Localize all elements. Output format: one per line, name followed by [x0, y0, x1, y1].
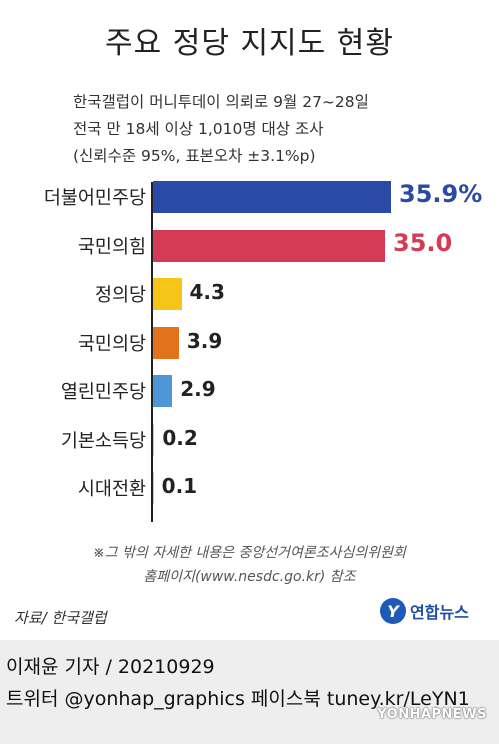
- category-label: 국민의당: [77, 333, 146, 355]
- source-label: 자료/ 한국갤럽: [14, 609, 107, 627]
- bar: [153, 181, 391, 213]
- y-axis-line: [151, 182, 153, 522]
- footer: [0, 640, 499, 744]
- watermark: YONHAPNEWS: [377, 707, 487, 722]
- subtitle-line-2: 전국 만 18세 이상 1,010명 대상 조사: [73, 120, 324, 138]
- category-label: 정의당: [94, 285, 146, 306]
- bar: [153, 472, 154, 504]
- subtitle-line-3: (신뢰수준 95%, 표본오차 ±3.1%p): [73, 147, 316, 165]
- value-label: 4.3: [189, 280, 225, 304]
- bar: [153, 229, 386, 262]
- yonhap-logo-icon: Y: [380, 598, 406, 624]
- category-label: 열린민주당: [60, 382, 146, 403]
- yonhap-logo: Y 연합뉴스: [380, 598, 469, 624]
- value-label: 35.0: [393, 228, 453, 257]
- value-label: 2.9: [180, 377, 216, 401]
- bar: [153, 326, 179, 359]
- value-label: 35.9%: [399, 180, 483, 208]
- value-label: 0.1: [161, 474, 198, 498]
- note-line-1: ※그 밖의 자세한 내용은 중앙선거여론조사심의위원회: [93, 545, 406, 561]
- yonhap-logo-text: 연합뉴스: [410, 603, 469, 622]
- bar: [153, 375, 173, 407]
- note-line-2: 홈페이지(www.nesdc.go.kr) 참조: [143, 569, 356, 585]
- category-label: 더불어민주당: [43, 188, 146, 209]
- reporter-credit: 이재윤 기자 / 20210929: [6, 656, 215, 678]
- value-label: 0.2: [162, 425, 198, 450]
- social-credit: 트위터 @yonhap_graphics 페이스북 tuney.kr/LeYN1: [6, 688, 470, 710]
- subtitle-line-1: 한국갤럽이 머니투데이 의뢰로 9월 27~28일: [73, 93, 369, 111]
- category-label: 기본소득당: [60, 430, 146, 452]
- chart-title: 주요 정당 지지도 현황: [104, 26, 394, 61]
- value-label: 3.9: [186, 328, 223, 353]
- category-label: 국민의힘: [77, 236, 146, 258]
- bar: [153, 423, 155, 456]
- category-label: 시대전환: [77, 479, 146, 500]
- bar: [153, 278, 182, 310]
